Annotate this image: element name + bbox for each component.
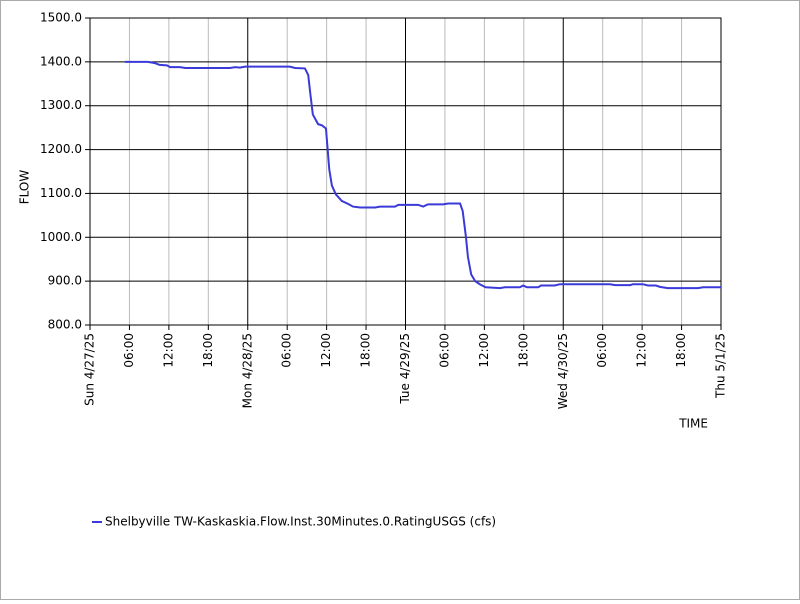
- y-tick-label: 1200.0: [40, 142, 82, 156]
- x-tick-label: 12:00: [635, 333, 649, 368]
- x-tick-label: Tue 4/29/25: [398, 333, 412, 405]
- x-tick-label: 12:00: [477, 333, 491, 368]
- y-tick-label: 1000.0: [40, 230, 82, 244]
- y-axis-label: FLOW: [18, 170, 32, 205]
- x-tick-label: 18:00: [359, 333, 373, 368]
- y-tick-label: 900.0: [48, 274, 82, 288]
- x-tick-label: 06:00: [122, 333, 136, 368]
- x-tick-label: 06:00: [437, 333, 451, 368]
- plot-border: [89, 17, 722, 326]
- x-tick-label: 18:00: [516, 333, 530, 368]
- y-tick-label: 1500.0: [40, 11, 82, 25]
- x-tick-label: Sun 4/27/25: [83, 333, 97, 406]
- x-tick-label: Thu 5/1/25: [714, 333, 728, 399]
- x-tick-label: 12:00: [161, 333, 175, 368]
- x-axis-label: TIME: [678, 417, 708, 431]
- legend-label: Shelbyville TW-Kaskaskia.Flow.Inst.30Min…: [105, 515, 496, 529]
- y-tick-label: 1300.0: [40, 98, 82, 112]
- x-tick-label: 06:00: [280, 333, 294, 368]
- x-tick-label: 12:00: [319, 333, 333, 368]
- x-tick-label: Mon 4/28/25: [240, 333, 254, 408]
- data-line: [124, 60, 721, 290]
- x-tick-label: 18:00: [674, 333, 688, 368]
- x-tick-label: 18:00: [201, 333, 215, 368]
- x-tick-label: 06:00: [595, 333, 609, 368]
- x-tick-label: Wed 4/30/25: [556, 333, 570, 409]
- y-tick-label: 800.0: [48, 318, 82, 332]
- y-tick-label: 1400.0: [40, 54, 82, 68]
- y-tick-label: 1100.0: [40, 186, 82, 200]
